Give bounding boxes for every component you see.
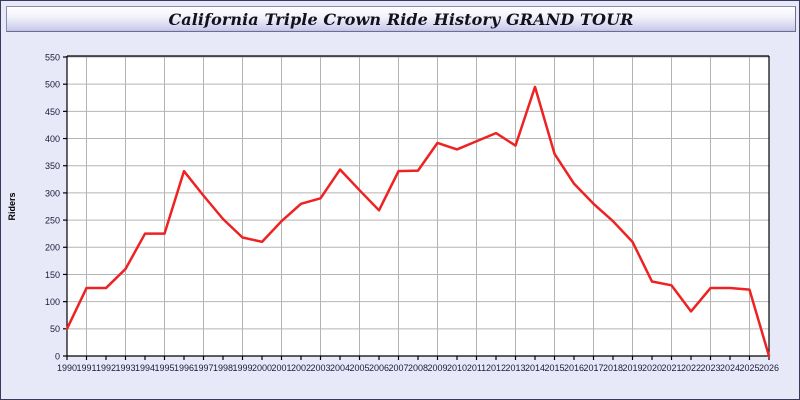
y-tick-label: 100: [45, 297, 60, 307]
x-tick-label: 2024: [720, 363, 740, 373]
x-tick-label: 2004: [330, 363, 350, 373]
x-tick-label: 2018: [603, 363, 623, 373]
x-tick-label: 2025: [739, 363, 759, 373]
x-tick-label: 1997: [193, 363, 213, 373]
x-axis-ticks: 1990 1991 1992 1993 1994 1995 1996 1997 1998 1999…: [57, 356, 779, 373]
x-tick-label: 1998: [213, 363, 233, 373]
x-tick-label: 2013: [505, 363, 525, 373]
x-tick-label: 2005: [349, 363, 369, 373]
x-tick-label: 1993: [115, 363, 135, 373]
x-tick-label: 1990: [57, 363, 77, 373]
y-tick-label: 350: [45, 161, 60, 171]
x-tick-label: 1999: [232, 363, 252, 373]
x-tick-label: 2002: [291, 363, 311, 373]
x-tick-label: 2021: [661, 363, 681, 373]
x-tick-label: 2016: [564, 363, 584, 373]
x-tick-label: 2026: [759, 363, 779, 373]
y-tick-label: 500: [45, 80, 60, 90]
y-axis-label-text: Riders: [7, 192, 17, 220]
chart-title: California Triple Crown Ride History GRA…: [168, 9, 634, 29]
x-tick-label: 2007: [388, 363, 408, 373]
series-line-riders: [65, 85, 771, 358]
y-tick-label: 150: [45, 270, 60, 280]
y-tick-label: 300: [45, 188, 60, 198]
x-tick-label: 2009: [427, 363, 447, 373]
x-tick-label: 1992: [96, 363, 116, 373]
x-tick-label: 1994: [135, 363, 155, 373]
x-tick-label: 1995: [154, 363, 174, 373]
x-tick-label: 2001: [271, 363, 291, 373]
y-axis-ticks: 0 50 100 150 200 250 300 350 400 450 500 550: [45, 52, 67, 361]
x-tick-label: 2010: [447, 363, 467, 373]
y-axis-title: Riders: [7, 192, 17, 220]
x-tick-label: 2006: [369, 363, 389, 373]
x-tick-label: 2008: [408, 363, 428, 373]
y-tick-label: 250: [45, 215, 60, 225]
window-title-bar: California Triple Crown Ride History GRA…: [6, 6, 796, 32]
x-tick-label: 2022: [681, 363, 701, 373]
plot-background: [67, 56, 769, 356]
y-tick-label: 0: [55, 351, 60, 361]
x-tick-label: 1996: [174, 363, 194, 373]
x-tick-label: 2015: [544, 363, 564, 373]
x-tick-label: 2014: [525, 363, 545, 373]
y-tick-label: 450: [45, 107, 60, 117]
data-series-line: [65, 85, 771, 358]
y-tick-label: 550: [45, 52, 60, 62]
x-tick-label: 2019: [622, 363, 642, 373]
x-tick-label: 2023: [700, 363, 720, 373]
y-tick-label: 50: [50, 324, 60, 334]
x-tick-label: 2012: [486, 363, 506, 373]
x-tick-label: 1991: [76, 363, 96, 373]
grid-lines: [67, 56, 769, 356]
x-tick-label: 2020: [642, 363, 662, 373]
y-tick-label: 200: [45, 243, 60, 253]
x-tick-label: 2003: [310, 363, 330, 373]
chart-plot-container: 0 50 100 150 200 250 300 350 400 450 500 550 1990 19…: [1, 32, 799, 399]
x-tick-label: 2011: [467, 363, 486, 373]
y-tick-label: 400: [45, 134, 60, 144]
x-tick-label: 2000: [252, 363, 272, 373]
x-tick-label: 2017: [583, 363, 603, 373]
